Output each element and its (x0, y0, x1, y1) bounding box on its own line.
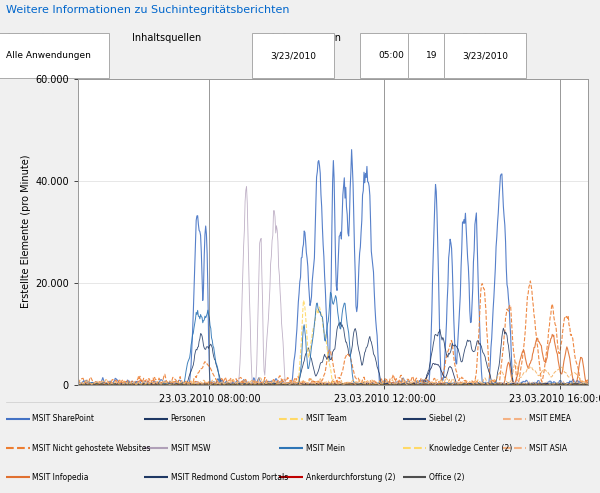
Text: MSIT ASIA: MSIT ASIA (529, 444, 568, 453)
Text: Siebel (2): Siebel (2) (430, 414, 466, 423)
Text: Personen: Personen (170, 414, 206, 423)
Text: Weitere Informationen zu Suchintegritätsberichten: Weitere Informationen zu Suchintegritäts… (6, 5, 290, 15)
Text: MSIT Infopedia: MSIT Infopedia (32, 473, 89, 482)
Text: Knowledge Center (2): Knowledge Center (2) (430, 444, 512, 453)
Text: Ankerdurchforstung (2): Ankerdurchforstung (2) (306, 473, 395, 482)
Text: 05:00: 05:00 (378, 51, 404, 60)
Text: MSIT Team: MSIT Team (306, 414, 347, 423)
Text: Alle Anwendungen: Alle Anwendungen (6, 51, 91, 60)
Text: 3/23/2010: 3/23/2010 (462, 51, 508, 60)
Text: 19: 19 (426, 51, 437, 60)
Text: MSIT Mein: MSIT Mein (306, 444, 345, 453)
Text: Inhaltsquellen: Inhaltsquellen (132, 34, 201, 43)
Text: MSIT Nicht gehostete Websites: MSIT Nicht gehostete Websites (32, 444, 151, 453)
Text: 3/23/2010: 3/23/2010 (270, 51, 316, 60)
Text: MSIT SharePoint: MSIT SharePoint (32, 414, 94, 423)
Text: MSIT MSW: MSIT MSW (170, 444, 210, 453)
Text: MSIT EMEA: MSIT EMEA (529, 414, 571, 423)
Text: Office (2): Office (2) (430, 473, 465, 482)
Text: MSIT Redmond Custom Portals: MSIT Redmond Custom Portals (170, 473, 288, 482)
Text: Enddatum: Enddatum (462, 34, 512, 43)
Y-axis label: Erstellte Elemente (pro Minute): Erstellte Elemente (pro Minute) (21, 155, 31, 309)
Text: Anfangstermin: Anfangstermin (270, 34, 342, 43)
Text: Anwendung: Anwendung (6, 34, 64, 43)
